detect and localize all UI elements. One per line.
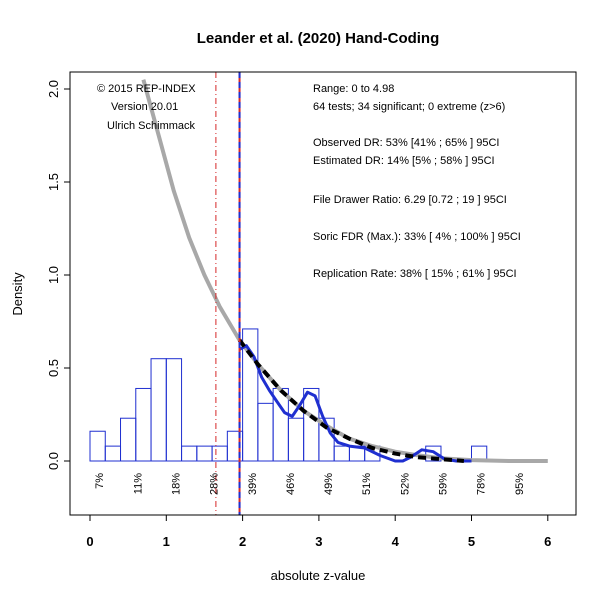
power-label: 28% — [209, 473, 221, 495]
stat-observed-dr: Observed DR: 53% [41% ; 65% ] 95CI — [313, 137, 499, 149]
x-axis-label: absolute z-value — [271, 568, 366, 583]
histogram-bar — [196, 445, 213, 462]
black-fit-curve — [237, 338, 465, 463]
copyright-line-1: © 2015 REP-INDEX — [97, 83, 196, 95]
power-label: 52% — [399, 473, 411, 495]
plot-frame — [69, 71, 577, 516]
histogram-bars — [89, 328, 488, 462]
histogram-bar — [257, 402, 274, 462]
copyright-line-3: Ulrich Schimmack — [107, 120, 196, 132]
power-label: 39% — [247, 473, 259, 495]
power-label: 11% — [132, 473, 144, 494]
power-label: 7% — [94, 473, 106, 489]
histogram-bar — [242, 328, 259, 462]
x-tick-label: 0 — [86, 534, 93, 549]
stat-soric-fdr: Soric FDR (Max.): 33% [ 4% ; 100% ] 95CI — [313, 231, 521, 243]
power-label: 78% — [476, 473, 488, 495]
density-curves — [141, 79, 548, 463]
y-axis: 0.0 0.5 1.0 1.5 2.0 — [46, 80, 70, 470]
histogram-bar — [287, 417, 305, 462]
histogram-bar — [333, 445, 350, 462]
histogram-bar — [425, 445, 442, 462]
x-tick-label: 5 — [468, 534, 475, 549]
power-label: 51% — [361, 473, 373, 495]
power-labels: 7% 11% 18% 28% 39% 46% 49% 51% 52% 59% 78% 95% — [94, 473, 526, 495]
histogram-bar — [181, 445, 198, 462]
stat-estimated-dr: Estimated DR: 14% [5% ; 58% ] 95CI — [313, 155, 495, 167]
x-tick-label: 3 — [315, 534, 322, 549]
y-axis-label: Density — [10, 272, 25, 316]
y-tick-label: 2.0 — [46, 80, 61, 98]
histogram-bar — [135, 387, 152, 462]
y-tick-label: 0.0 — [46, 452, 61, 470]
x-axis: 0 1 2 3 4 5 6 — [86, 515, 551, 549]
stat-tests: 64 tests; 34 significant; 0 extreme (z>6… — [313, 101, 505, 113]
stats-annotations: Range: 0 to 4.98 64 tests; 34 significan… — [313, 83, 521, 280]
power-label: 18% — [171, 473, 183, 495]
histogram-bar — [211, 445, 228, 462]
power-label: 49% — [323, 473, 335, 495]
threshold-lines — [215, 72, 241, 515]
histogram-bar — [165, 358, 183, 462]
x-tick-label: 1 — [163, 534, 170, 549]
copyright-note: © 2015 REP-INDEX Version 20.01 Ulrich Sc… — [97, 83, 196, 132]
histogram-bar — [89, 430, 106, 462]
y-tick-label: 0.5 — [46, 359, 61, 377]
stat-range: Range: 0 to 4.98 — [313, 83, 394, 95]
x-tick-label: 4 — [392, 534, 400, 549]
copyright-line-2: Version 20.01 — [111, 101, 178, 113]
y-tick-label: 1.0 — [46, 266, 61, 284]
histogram-bar — [150, 358, 167, 462]
histogram-bar — [120, 417, 137, 462]
y-tick-label: 1.5 — [46, 173, 61, 191]
histogram-bar — [104, 445, 122, 462]
stat-file-drawer: File Drawer Ratio: 6.29 [0.72 ; 19 ] 95C… — [313, 194, 507, 206]
blue-kernel-curve — [238, 344, 472, 463]
stat-replication-rate: Replication Rate: 38% [ 15% ; 61% ] 95CI — [313, 268, 517, 280]
power-label: 46% — [285, 473, 297, 495]
power-label: 95% — [514, 473, 526, 495]
x-tick-label: 2 — [239, 534, 246, 549]
chart-title: Leander et al. (2020) Hand-Coding — [197, 30, 440, 47]
power-label: 59% — [438, 473, 450, 495]
x-tick-label: 6 — [544, 534, 551, 549]
